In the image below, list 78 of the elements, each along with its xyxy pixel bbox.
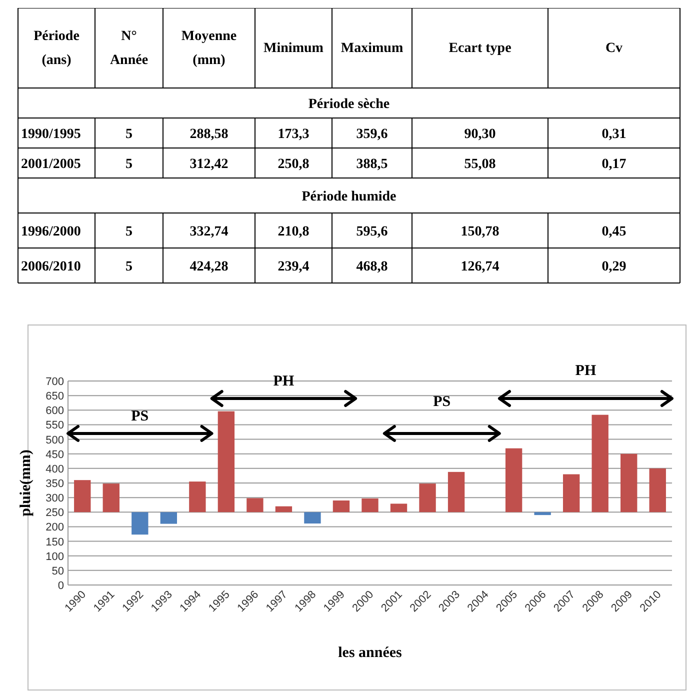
text: 332,74 — [190, 224, 228, 240]
y-tick-label: 650 — [46, 390, 64, 403]
y-tick-label: 700 — [46, 376, 64, 388]
y-tick-label: 600 — [46, 405, 64, 418]
text: 312,42 — [190, 157, 228, 172]
bar — [505, 448, 522, 512]
category-label: 1996/2000 — [21, 224, 81, 240]
bar — [448, 472, 465, 512]
bar — [102, 484, 120, 512]
text: 126,74 — [460, 260, 500, 274]
bar — [189, 482, 206, 512]
text: 150,78 — [460, 224, 500, 240]
text: 424,28 — [190, 260, 228, 274]
bar — [304, 512, 321, 524]
y-tick-label: 100 — [46, 550, 64, 563]
text: 0,31 — [602, 127, 626, 142]
text: 5 — [126, 224, 132, 240]
y-tick-label: 300 — [46, 492, 64, 505]
text: 595,6 — [356, 224, 388, 240]
x-axis-title: les années — [338, 645, 402, 661]
bar — [362, 498, 378, 512]
text: 5 — [126, 157, 132, 172]
text: Période sèche — [308, 97, 390, 112]
category-label: Cv — [605, 41, 623, 56]
text: 0,17 — [602, 157, 626, 172]
text: 5 — [126, 260, 132, 274]
y-tick-label: 150 — [46, 536, 64, 548]
text: 359,6 — [356, 127, 388, 142]
category-label: 1990/1995 — [21, 127, 81, 142]
y-tick-label: 250 — [46, 507, 64, 520]
category-label: Ecart type — [448, 41, 512, 56]
bar — [132, 512, 148, 535]
bar — [74, 480, 91, 512]
bar — [592, 414, 608, 512]
category-label: 2006/2010 — [21, 260, 81, 274]
y-tick-label: 200 — [46, 522, 64, 534]
bar — [562, 474, 580, 512]
category-label: Maximum — [340, 41, 404, 56]
bar — [390, 504, 408, 512]
text: 0,45 — [602, 224, 626, 240]
bar — [332, 500, 350, 512]
bar — [419, 484, 436, 512]
text: 250,8 — [278, 157, 310, 172]
y-tick-label: 450 — [46, 448, 64, 461]
text: Période humide — [302, 190, 396, 204]
text: 239,4 — [278, 260, 310, 274]
bar — [246, 498, 264, 512]
text: PH — [575, 363, 596, 380]
bar — [160, 512, 178, 524]
y-tick-label: 400 — [46, 463, 64, 476]
annotation: PS — [131, 408, 149, 424]
y-tick-label: 0 — [58, 580, 64, 592]
y-tick-label: 500 — [46, 434, 64, 446]
y-tick-label: 350 — [46, 478, 64, 490]
bar — [534, 512, 551, 516]
bar — [620, 454, 638, 512]
category-label: Minimum — [264, 41, 324, 56]
y-tick-label: 50 — [52, 565, 64, 578]
text: 210,8 — [278, 224, 310, 240]
text: 468,8 — [356, 260, 388, 274]
bar — [649, 468, 666, 512]
bar — [218, 411, 235, 512]
text: 55,08 — [464, 157, 496, 172]
category-label: Période (ans) — [34, 29, 80, 68]
text: 90,30 — [464, 127, 496, 142]
category-label: N° Année — [110, 29, 148, 68]
text: 0,29 — [602, 260, 626, 274]
text: 173,3 — [278, 127, 310, 142]
y-tick-label: 550 — [46, 420, 64, 432]
y-axis-title: pluie(mm) — [18, 450, 34, 516]
text: 388,5 — [356, 157, 388, 172]
bar — [275, 506, 292, 512]
category-label: 2001/2005 — [21, 157, 81, 172]
category-label: Moyenne (mm) — [181, 29, 237, 68]
annotation: PH — [273, 373, 294, 390]
annotation: PS — [433, 394, 451, 410]
text: 288,58 — [190, 127, 228, 142]
text: 5 — [126, 127, 132, 142]
